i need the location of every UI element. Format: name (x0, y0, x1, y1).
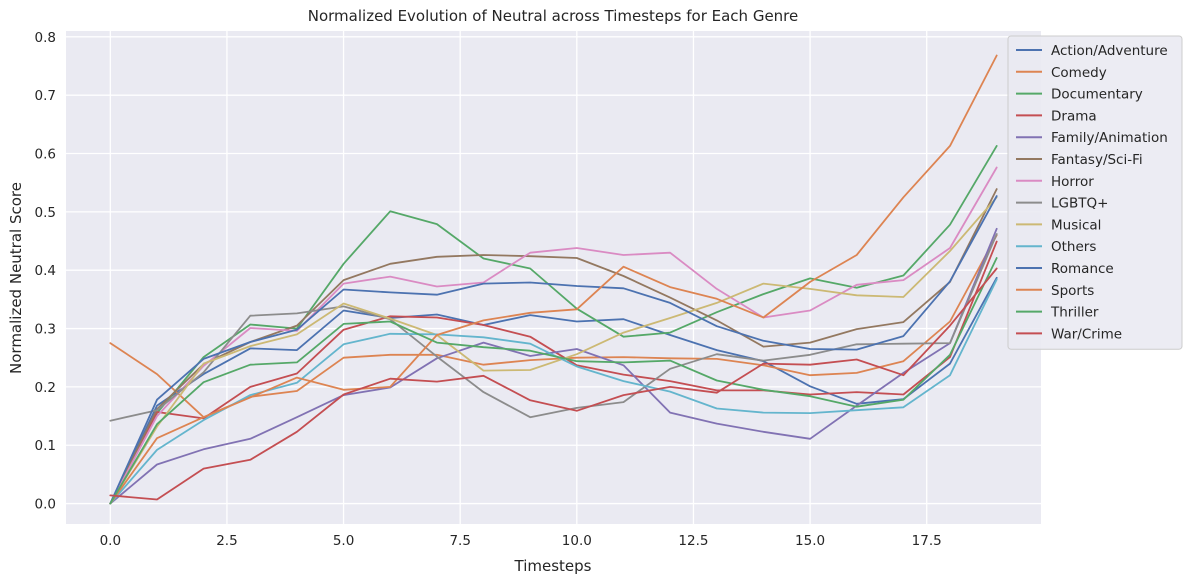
series-line-comedy (109, 234, 998, 419)
series-line-action-adventure (109, 276, 998, 505)
series-line-lgbtq (109, 233, 998, 422)
series-line-horror (109, 166, 998, 505)
y-tick-label: 0.4 (35, 263, 56, 279)
legend-label: War/Crime (1051, 326, 1122, 342)
series-line-drama (109, 240, 998, 505)
chart-title: Normalized Evolution of Neutral across T… (308, 7, 799, 25)
legend-label: Others (1051, 239, 1096, 255)
x-tick-label: 17.5 (912, 533, 942, 549)
x-tick-label: 2.5 (216, 533, 237, 549)
x-tick-label: 7.5 (449, 533, 470, 549)
series-line-romance (109, 195, 998, 505)
y-tick-label: 0.7 (35, 88, 56, 104)
legend-box (1007, 35, 1183, 350)
legend-label: Fantasy/Sci-Fi (1051, 152, 1143, 168)
y-tick-label: 0.3 (35, 322, 56, 338)
legend-label: Documentary (1051, 87, 1143, 103)
legend-label: Musical (1051, 217, 1101, 233)
legend-label: Sports (1051, 283, 1094, 299)
plot-area (66, 31, 1041, 524)
legend-label: Drama (1051, 108, 1097, 124)
x-tick-label: 5.0 (333, 533, 354, 549)
tick-labels: 0.0 2.5 5.0 7.5 10.0 12.5 15.0 17.5 0.0 0.1 0.2 0.3… (35, 30, 942, 549)
series-line-documentary (109, 144, 998, 505)
x-axis-label: Timesteps (514, 557, 592, 575)
legend-label: Thriller (1050, 305, 1099, 321)
legend-label: Family/Animation (1051, 130, 1168, 146)
legend-label: Action/Adventure (1051, 43, 1168, 59)
legend-label: Romance (1051, 261, 1114, 277)
x-tick-label: 12.5 (678, 533, 708, 549)
legend-label: LGBTQ+ (1051, 196, 1108, 212)
legend-label: Horror (1051, 174, 1094, 190)
legend-label: Comedy (1051, 65, 1107, 81)
y-tick-label: 0.1 (35, 438, 56, 454)
series-lines (109, 54, 998, 505)
y-axis-label: Normalized Neutral Score (7, 182, 25, 374)
x-tick-label: 0.0 (100, 533, 121, 549)
series-line-sports (109, 54, 998, 505)
y-tick-label: 0.0 (35, 497, 56, 513)
y-tick-label: 0.2 (35, 380, 56, 396)
y-tick-label: 0.5 (35, 205, 56, 221)
y-tick-label: 0.8 (35, 30, 56, 46)
x-tick-label: 15.0 (795, 533, 825, 549)
grid-lines (66, 31, 1041, 524)
series-line-war-crime (109, 267, 998, 501)
series-line-musical (109, 196, 998, 505)
y-tick-label: 0.6 (35, 147, 56, 163)
series-line-thriller (109, 257, 998, 505)
x-tick-label: 10.0 (562, 533, 592, 549)
legend: Action/Adventure Comedy Documentary Drama Fa… (1007, 35, 1183, 350)
